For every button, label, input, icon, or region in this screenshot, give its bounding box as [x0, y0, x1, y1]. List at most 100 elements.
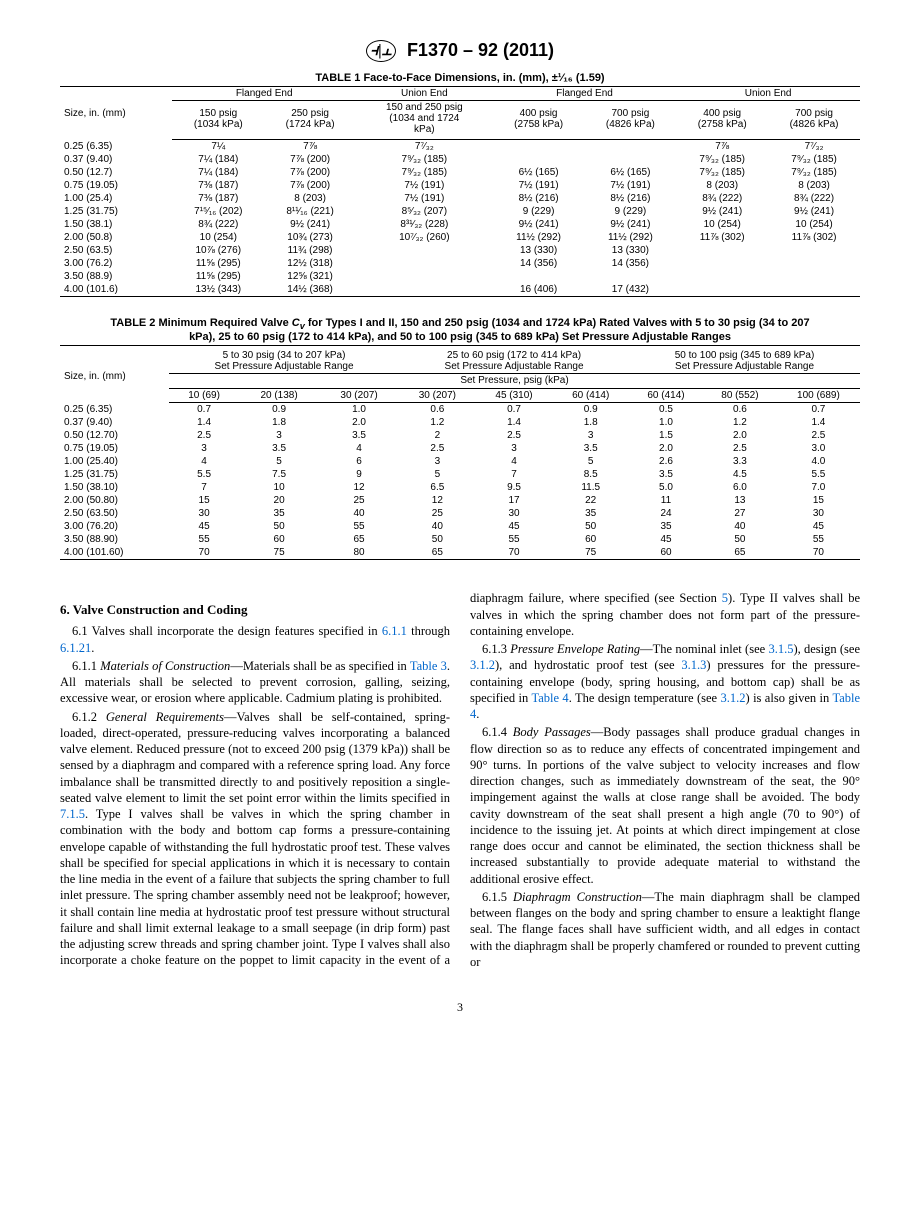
table-cell: 3.5: [552, 442, 629, 455]
table-cell: 0.50 (12.7): [60, 166, 172, 179]
table-cell: 0.75 (19.05): [60, 179, 172, 192]
table-cell: 12: [319, 481, 399, 494]
table-cell: 11⅞ (302): [676, 231, 768, 244]
table-cell: 9½ (241): [676, 205, 768, 218]
table-cell: 6½ (165): [493, 166, 585, 179]
table-cell: 0.25 (6.35): [60, 140, 172, 154]
table2: Size, in. (mm) 5 to 30 psig (34 to 207 k…: [60, 345, 860, 560]
table-cell: [493, 153, 585, 166]
table-cell: 45: [777, 520, 860, 533]
table-cell: 1.8: [239, 416, 319, 429]
table-cell: 10 (254): [172, 231, 264, 244]
t1-grp-0: Flanged End: [172, 87, 356, 101]
table-cell: 65: [399, 546, 476, 560]
table-cell: 4.0: [777, 455, 860, 468]
p-6-1-4: 6.1.4 Body Passages—Body passages shall …: [470, 724, 860, 887]
table-cell: 4: [476, 455, 553, 468]
table-cell: 0.9: [239, 403, 319, 417]
table-cell: 5.0: [629, 481, 703, 494]
table-cell: 6: [319, 455, 399, 468]
table-cell: 1.25 (31.75): [60, 468, 169, 481]
table-cell: 15: [777, 494, 860, 507]
table-cell: 3.5: [319, 429, 399, 442]
table-cell: 2.5: [399, 442, 476, 455]
table-cell: 7½ (191): [356, 179, 493, 192]
table-cell: 35: [552, 507, 629, 520]
table-cell: 0.7: [169, 403, 239, 417]
table-cell: 60: [239, 533, 319, 546]
table-cell: 60: [629, 546, 703, 560]
t1-subheader: 150 and 250 psig(1034 and 1724kPa): [356, 101, 493, 140]
table-cell: 0.7: [777, 403, 860, 417]
table-cell: 8³¹⁄₃₂ (228): [356, 218, 493, 231]
table-cell: 7¼: [172, 140, 264, 154]
p-6-1-3: 6.1.3 Pressure Envelope Rating—The nomin…: [470, 641, 860, 722]
standard-number: F1370 – 92 (2011): [407, 40, 554, 60]
table-cell: 3.00 (76.20): [60, 520, 169, 533]
t1-subheader: 700 psig(4826 kPa): [768, 101, 860, 140]
table-cell: 4: [169, 455, 239, 468]
table-cell: 10⁷⁄₃₂ (260): [356, 231, 493, 244]
table-cell: 7¹⁵⁄₁₆ (202): [172, 205, 264, 218]
table-cell: 1.0: [319, 403, 399, 417]
table-cell: 2.6: [629, 455, 703, 468]
table-cell: 3: [169, 442, 239, 455]
t2-colheader: 45 (310): [476, 389, 553, 403]
table-cell: [676, 244, 768, 257]
table-cell: 7.0: [777, 481, 860, 494]
table-cell: 27: [703, 507, 777, 520]
table-cell: 4.00 (101.6): [60, 283, 172, 297]
table-cell: 7⁹⁄₃₂ (185): [356, 166, 493, 179]
table-cell: 7⅜ (187): [172, 179, 264, 192]
table-cell: [356, 257, 493, 270]
table-cell: 7⅜ (187): [172, 192, 264, 205]
t2-range-1: 25 to 60 psig (172 to 414 kPa)Set Pressu…: [399, 346, 629, 374]
table-cell: 12½ (318): [264, 257, 356, 270]
table-cell: 1.4: [169, 416, 239, 429]
table-cell: 12⅝ (321): [264, 270, 356, 283]
table-cell: [584, 270, 676, 283]
table-cell: [584, 153, 676, 166]
table-cell: 12: [399, 494, 476, 507]
t2-colheader: 30 (207): [319, 389, 399, 403]
table-cell: 24: [629, 507, 703, 520]
astm-logo: ⫞|⫠: [366, 40, 396, 62]
table-cell: 9½ (241): [768, 205, 860, 218]
table-cell: 7¼ (184): [172, 153, 264, 166]
table-cell: 5.5: [777, 468, 860, 481]
section-6-title: 6. Valve Construction and Coding: [60, 602, 450, 619]
table-cell: 5: [399, 468, 476, 481]
table-cell: 13 (330): [584, 244, 676, 257]
table-cell: 7⁹⁄₃₂ (185): [768, 166, 860, 179]
table-cell: 30: [777, 507, 860, 520]
table-cell: 11⅝ (295): [172, 257, 264, 270]
table-cell: 40: [399, 520, 476, 533]
table-cell: 7⁹⁄₃₂ (185): [768, 153, 860, 166]
table-cell: 8½ (216): [493, 192, 585, 205]
table-cell: 2.5: [476, 429, 553, 442]
table-cell: 2.5: [777, 429, 860, 442]
table-cell: 6.0: [703, 481, 777, 494]
table-cell: 9½ (241): [584, 218, 676, 231]
t1-subheader: 400 psig(2758 kPa): [493, 101, 585, 140]
table-cell: 8.5: [552, 468, 629, 481]
table-cell: 7⁹⁄₃₂ (185): [676, 153, 768, 166]
table-cell: 11.5: [552, 481, 629, 494]
table-cell: 3.50 (88.90): [60, 533, 169, 546]
table-cell: 55: [777, 533, 860, 546]
table-cell: 0.37 (9.40): [60, 153, 172, 166]
table-cell: 8⁵⁄₃₂ (207): [356, 205, 493, 218]
table-cell: 25: [319, 494, 399, 507]
table-cell: 7: [476, 468, 553, 481]
table-cell: 55: [169, 533, 239, 546]
table-cell: 50: [703, 533, 777, 546]
table-cell: 45: [629, 533, 703, 546]
t2-colheader: 20 (138): [239, 389, 319, 403]
table-cell: 50: [239, 520, 319, 533]
table-cell: 5.5: [169, 468, 239, 481]
table-cell: 3.3: [703, 455, 777, 468]
table-cell: 8 (203): [768, 179, 860, 192]
table-cell: 1.25 (31.75): [60, 205, 172, 218]
table-cell: 15: [169, 494, 239, 507]
table-cell: [768, 244, 860, 257]
